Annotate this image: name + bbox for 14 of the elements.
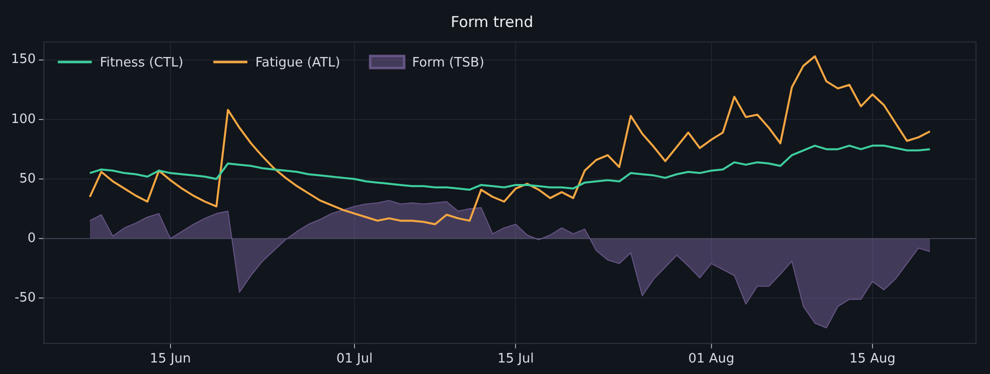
- y-tick-label: -50: [14, 290, 36, 306]
- legend-label: Fatigue (ATL): [255, 55, 340, 70]
- y-tick-label: 0: [28, 230, 36, 246]
- legend-label: Form (TSB): [412, 55, 484, 70]
- x-tick-label: 15 Jul: [497, 352, 534, 367]
- x-tick-label: 15 Aug: [849, 352, 896, 367]
- chart-title: Form trend: [450, 12, 534, 31]
- x-tick-label: 01 Jul: [336, 352, 373, 367]
- legend-label: Fitness (CTL): [100, 55, 184, 70]
- x-tick-label: 01 Aug: [688, 352, 734, 367]
- y-tick-label: 150: [10, 52, 36, 68]
- y-tick-label: 50: [19, 171, 36, 186]
- x-tick-label: 15 Jun: [150, 352, 191, 367]
- y-tick-label: 100: [10, 112, 36, 127]
